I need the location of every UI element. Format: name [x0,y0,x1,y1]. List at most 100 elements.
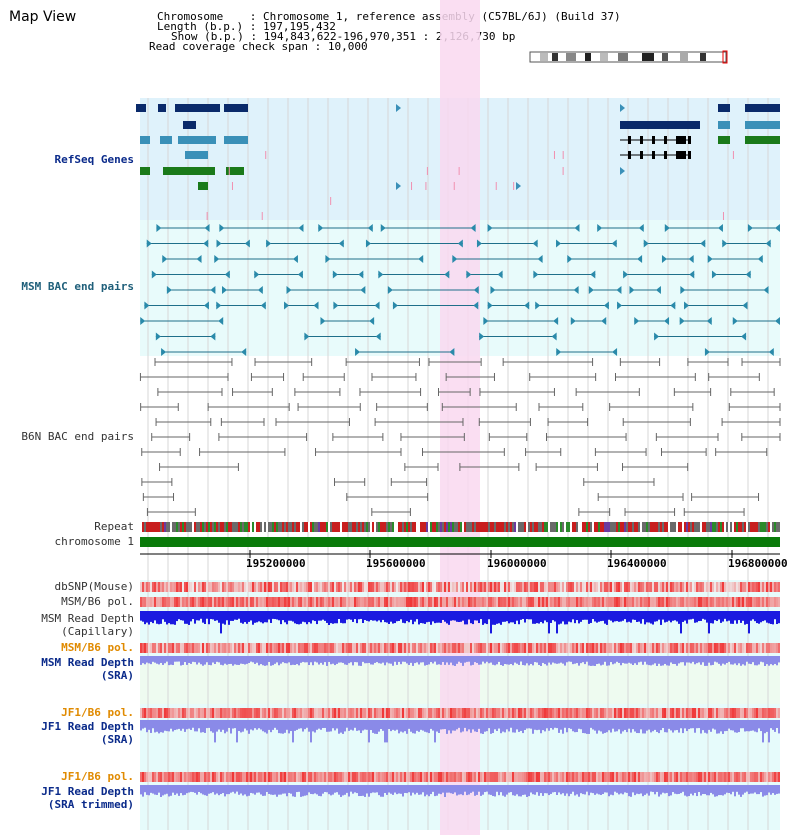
heat-cell [546,582,548,592]
heat-cell [394,708,396,718]
heat-cell [554,597,556,607]
heat-cell [318,643,320,653]
heat-cell [728,582,730,592]
track-label-repeat[interactable]: Repeat [94,520,134,533]
repeat-element [588,522,590,532]
read-depth-bar [734,720,736,733]
track-label-msm-b6-pol-2[interactable]: MSM/B6 pol. [61,641,134,654]
heat-cell [554,772,556,782]
heat-cell [354,643,356,653]
track-label-jf1-depth-trim[interactable]: JF1 Read Depth [41,785,134,798]
repeat-element [254,522,256,532]
heat-cell [360,582,362,592]
heat-cell [156,708,158,718]
track-label-msm-bac[interactable]: MSM BAC end pairs [21,280,134,293]
read-depth-bar [550,656,552,665]
repeat-element [182,522,184,532]
heat-cell [330,643,332,653]
read-depth-bar [410,720,412,732]
read-depth-bar [578,720,580,729]
read-depth-bar [692,785,694,796]
heat-cell [320,643,322,653]
gene-exon [163,167,215,175]
track-label-chromosome[interactable]: chromosome 1 [54,535,134,548]
read-depth-bar [164,611,166,622]
read-depth-bar [404,785,406,793]
track-label-jf1-b6-pol[interactable]: JF1/B6 pol. [61,706,134,719]
read-depth-bar [408,720,410,729]
read-depth-bar [202,656,204,666]
track-label-jf1-depth-sra[interactable]: JF1 Read Depth [41,720,134,733]
bac-end-marker [706,317,712,325]
heat-cell [734,772,736,782]
heat-cell [286,708,288,718]
read-depth-bar [510,785,512,793]
heat-cell [204,772,206,782]
read-depth-bar [616,611,618,622]
read-depth-bar [666,720,668,733]
read-depth-bar [166,720,168,732]
read-depth-bar [234,785,236,794]
read-depth-bar [680,720,682,729]
read-depth-bar [508,720,510,732]
read-depth-bar [504,611,506,622]
heat-cell [498,597,500,607]
heat-cell [640,582,642,592]
heat-cell [748,708,750,718]
heat-cell [760,643,762,653]
read-depth-bar [370,611,372,621]
heat-cell [670,772,672,782]
read-depth-bar [254,785,256,795]
heat-cell [542,597,544,607]
repeat-element [362,522,364,532]
heat-cell [710,772,712,782]
read-depth-bar [762,611,764,622]
repeat-element [414,522,416,532]
repeat-element [450,522,452,532]
repeat-element [772,522,774,532]
read-depth-bar [180,611,182,621]
heat-cell [758,708,760,718]
heat-cell [738,708,740,718]
track-label-msm-depth-sra[interactable]: MSM Read Depth [41,656,134,669]
read-depth-bar [672,656,674,664]
track-label-dbsnp[interactable]: dbSNP(Mouse) [54,580,134,593]
repeat-element [298,522,300,532]
heat-cell [270,643,272,653]
heat-cell [610,597,612,607]
heat-cell [222,772,224,782]
heat-cell [268,708,270,718]
heat-cell [286,643,288,653]
read-depth-bar [634,720,636,732]
heat-cell [188,597,190,607]
heat-cell [194,643,196,653]
track-label-msm-depth-cap[interactable]: MSM Read Depth [41,612,134,625]
read-depth-bar [516,611,518,621]
heat-cell [608,772,610,782]
read-depth-bar [446,611,448,624]
heat-cell [468,597,470,607]
read-depth-bar [434,720,436,743]
read-depth-bar [258,785,260,793]
track-label-b6n-bac[interactable]: B6N BAC end pairs [21,430,134,443]
read-depth-bar [358,785,360,797]
read-depth-bar [434,656,436,662]
heat-cell [542,582,544,592]
read-depth-bar [278,785,280,795]
heat-cell [484,643,486,653]
track-label-jf1-b6-pol-2[interactable]: JF1/B6 pol. [61,770,134,783]
track-label-msm-b6-pol[interactable]: MSM/B6 pol. [61,595,134,608]
repeat-element [776,522,778,532]
read-depth-bar [760,656,762,662]
read-depth-bar [554,656,556,664]
heat-cell [434,772,436,782]
track-label-refseq[interactable]: RefSeq Genes [54,153,134,166]
read-depth-bar [210,785,212,794]
heat-cell [704,643,706,653]
read-depth-bar [398,720,400,734]
repeat-element [402,522,404,532]
heat-cell [564,643,566,653]
heat-cell [142,643,144,653]
heat-cell [500,772,502,782]
